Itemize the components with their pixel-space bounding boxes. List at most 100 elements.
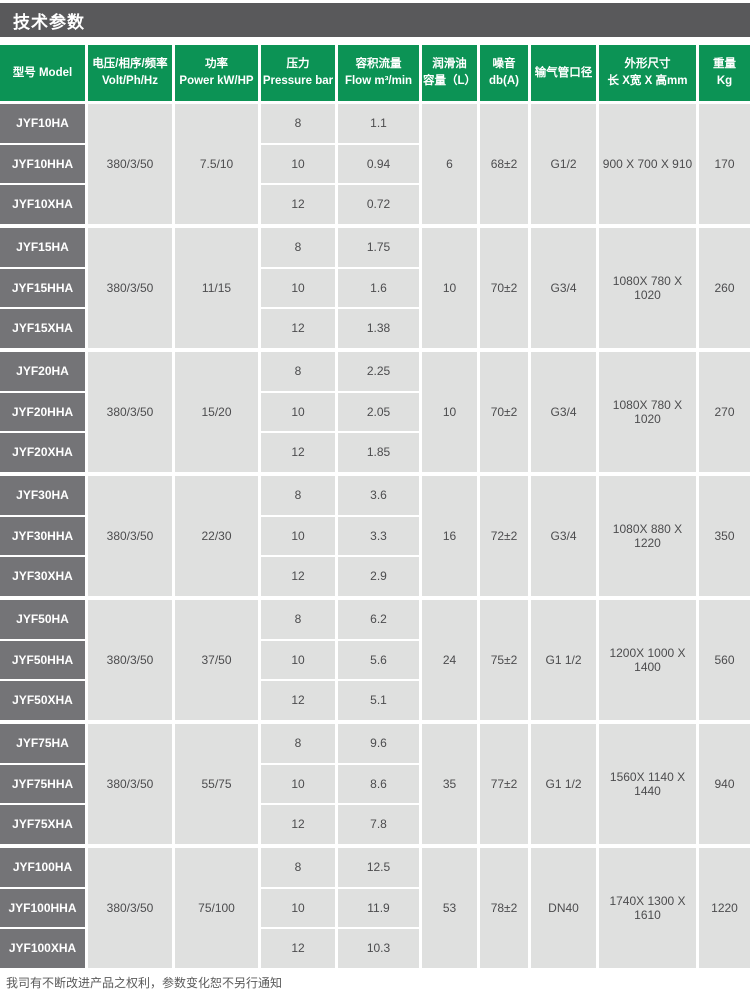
pressure-cell: 10 bbox=[261, 640, 335, 680]
weight-cell: 1220 bbox=[699, 848, 750, 968]
model-stack: JYF20HA JYF20HHA JYF20XHA bbox=[0, 352, 85, 473]
spec-table: 型号 Model 电压/相序/频率 Volt/Ph/Hz 功率 Power kW/HP 压… bbox=[0, 45, 750, 969]
power-cell: 15/20 bbox=[175, 352, 258, 472]
pressure-cell: 8 bbox=[261, 600, 335, 639]
pressure-cell: 12 bbox=[261, 681, 335, 721]
pressure-stack: 8 10 12 bbox=[261, 848, 335, 969]
flow-cell: 10.3 bbox=[338, 929, 419, 969]
column-header-pipe: 输气管口径 bbox=[531, 45, 596, 101]
model-stack: JYF75HA JYF75HHA JYF75XHA bbox=[0, 724, 85, 845]
column-header-voltage: 电压/相序/频率 Volt/Ph/Hz bbox=[88, 45, 172, 101]
pressure-cell: 8 bbox=[261, 848, 335, 887]
model-cell: JYF20HHA bbox=[0, 392, 85, 432]
flow-cell: 5.6 bbox=[338, 640, 419, 680]
model-cell: JYF15HHA bbox=[0, 268, 85, 308]
pressure-cell: 12 bbox=[261, 805, 335, 845]
weight-cell: 350 bbox=[699, 476, 750, 596]
model-stack: JYF15HA JYF15HHA JYF15XHA bbox=[0, 228, 85, 349]
flow-cell: 2.25 bbox=[338, 352, 419, 391]
model-cell: JYF50XHA bbox=[0, 681, 85, 721]
flow-cell: 1.6 bbox=[338, 268, 419, 308]
pipe-diameter-cell: DN40 bbox=[531, 848, 596, 968]
column-header-weight: 重量 Kg bbox=[699, 45, 750, 101]
model-cell: JYF15HA bbox=[0, 228, 85, 267]
dimensions-cell: 900 X 700 X 910 bbox=[599, 104, 696, 224]
pressure-cell: 10 bbox=[261, 144, 335, 184]
table-header-row: 型号 Model 电压/相序/频率 Volt/Ph/Hz 功率 Power kW/HP 压… bbox=[0, 45, 750, 101]
noise-cell: 72±2 bbox=[480, 476, 528, 596]
oil-capacity-cell: 16 bbox=[422, 476, 477, 596]
dimensions-cell: 1080X 780 X 1020 bbox=[599, 228, 696, 348]
flow-stack: 1.75 1.6 1.38 bbox=[338, 228, 419, 349]
model-stack: JYF50HA JYF50HHA JYF50XHA bbox=[0, 600, 85, 721]
power-cell: 55/75 bbox=[175, 724, 258, 844]
dimensions-cell: 1560X 1140 X 1440 bbox=[599, 724, 696, 844]
pressure-cell: 12 bbox=[261, 929, 335, 969]
flow-cell: 1.75 bbox=[338, 228, 419, 267]
pipe-diameter-cell: G1 1/2 bbox=[531, 724, 596, 844]
dimensions-cell: 1080X 780 X 1020 bbox=[599, 352, 696, 472]
table-group: JYF20HA JYF20HHA JYF20XHA 380/3/50 15/20 8 10 1… bbox=[0, 352, 750, 473]
column-header-dimensions: 外形尺寸长 X宽 X 高mm bbox=[599, 45, 696, 101]
table-group: JYF50HA JYF50HHA JYF50XHA 380/3/50 37/50 8 10 1… bbox=[0, 600, 750, 721]
pressure-cell: 12 bbox=[261, 433, 335, 473]
pressure-cell: 12 bbox=[261, 309, 335, 349]
column-header-oil: 润滑油 容量（L） bbox=[422, 45, 477, 101]
model-cell: JYF100HA bbox=[0, 848, 85, 887]
flow-cell: 1.1 bbox=[338, 104, 419, 143]
voltage-cell: 380/3/50 bbox=[88, 228, 172, 348]
pressure-cell: 12 bbox=[261, 557, 335, 597]
table-group: JYF100HA JYF100HHA JYF100XHA 380/3/50 75/100… bbox=[0, 848, 750, 969]
voltage-cell: 380/3/50 bbox=[88, 352, 172, 472]
model-cell: JYF10HHA bbox=[0, 144, 85, 184]
pressure-stack: 8 10 12 bbox=[261, 600, 335, 721]
column-header-flow: 容积流量 Flow m³/min bbox=[338, 45, 419, 101]
page-title-bar: 技术参数 bbox=[0, 3, 750, 37]
pipe-diameter-cell: G1 1/2 bbox=[531, 600, 596, 720]
voltage-cell: 380/3/50 bbox=[88, 104, 172, 224]
flow-stack: 3.6 3.3 2.9 bbox=[338, 476, 419, 597]
noise-cell: 70±2 bbox=[480, 352, 528, 472]
flow-cell: 1.85 bbox=[338, 433, 419, 473]
weight-cell: 560 bbox=[699, 600, 750, 720]
dimensions-cell: 1200X 1000 X 1400 bbox=[599, 600, 696, 720]
model-cell: JYF100XHA bbox=[0, 929, 85, 969]
model-cell: JYF30HA bbox=[0, 476, 85, 515]
column-header-power: 功率 Power kW/HP bbox=[175, 45, 258, 101]
dimensions-cell: 1080X 880 X 1220 bbox=[599, 476, 696, 596]
pressure-cell: 10 bbox=[261, 888, 335, 928]
model-cell: JYF50HHA bbox=[0, 640, 85, 680]
pressure-cell: 10 bbox=[261, 392, 335, 432]
table-group: JYF75HA JYF75HHA JYF75XHA 380/3/50 55/75 8 10 1… bbox=[0, 724, 750, 845]
flow-cell: 11.9 bbox=[338, 888, 419, 928]
flow-cell: 3.6 bbox=[338, 476, 419, 515]
oil-capacity-cell: 10 bbox=[422, 228, 477, 348]
pressure-cell: 10 bbox=[261, 764, 335, 804]
weight-cell: 170 bbox=[699, 104, 750, 224]
flow-cell: 7.8 bbox=[338, 805, 419, 845]
table-group: JYF10HA JYF10HHA JYF10XHA 380/3/50 7.5/10 8 10… bbox=[0, 104, 750, 225]
flow-cell: 1.38 bbox=[338, 309, 419, 349]
pressure-cell: 8 bbox=[261, 476, 335, 515]
oil-capacity-cell: 24 bbox=[422, 600, 477, 720]
flow-cell: 2.9 bbox=[338, 557, 419, 597]
model-cell: JYF75HHA bbox=[0, 764, 85, 804]
oil-capacity-cell: 6 bbox=[422, 104, 477, 224]
flow-stack: 12.5 11.9 10.3 bbox=[338, 848, 419, 969]
flow-cell: 2.05 bbox=[338, 392, 419, 432]
oil-capacity-cell: 53 bbox=[422, 848, 477, 968]
pressure-cell: 8 bbox=[261, 724, 335, 763]
model-stack: JYF10HA JYF10HHA JYF10XHA bbox=[0, 104, 85, 225]
flow-cell: 9.6 bbox=[338, 724, 419, 763]
pressure-cell: 8 bbox=[261, 228, 335, 267]
footer-note: 我司有不断改进产品之权利，参数变化恕不另行通知 bbox=[6, 976, 283, 990]
model-cell: JYF20HA bbox=[0, 352, 85, 391]
model-cell: JYF10XHA bbox=[0, 185, 85, 225]
flow-stack: 1.1 0.94 0.72 bbox=[338, 104, 419, 225]
pipe-diameter-cell: G3/4 bbox=[531, 352, 596, 472]
model-cell: JYF20XHA bbox=[0, 433, 85, 473]
pressure-cell: 12 bbox=[261, 185, 335, 225]
weight-cell: 270 bbox=[699, 352, 750, 472]
model-cell: JYF100HHA bbox=[0, 888, 85, 928]
power-cell: 75/100 bbox=[175, 848, 258, 968]
